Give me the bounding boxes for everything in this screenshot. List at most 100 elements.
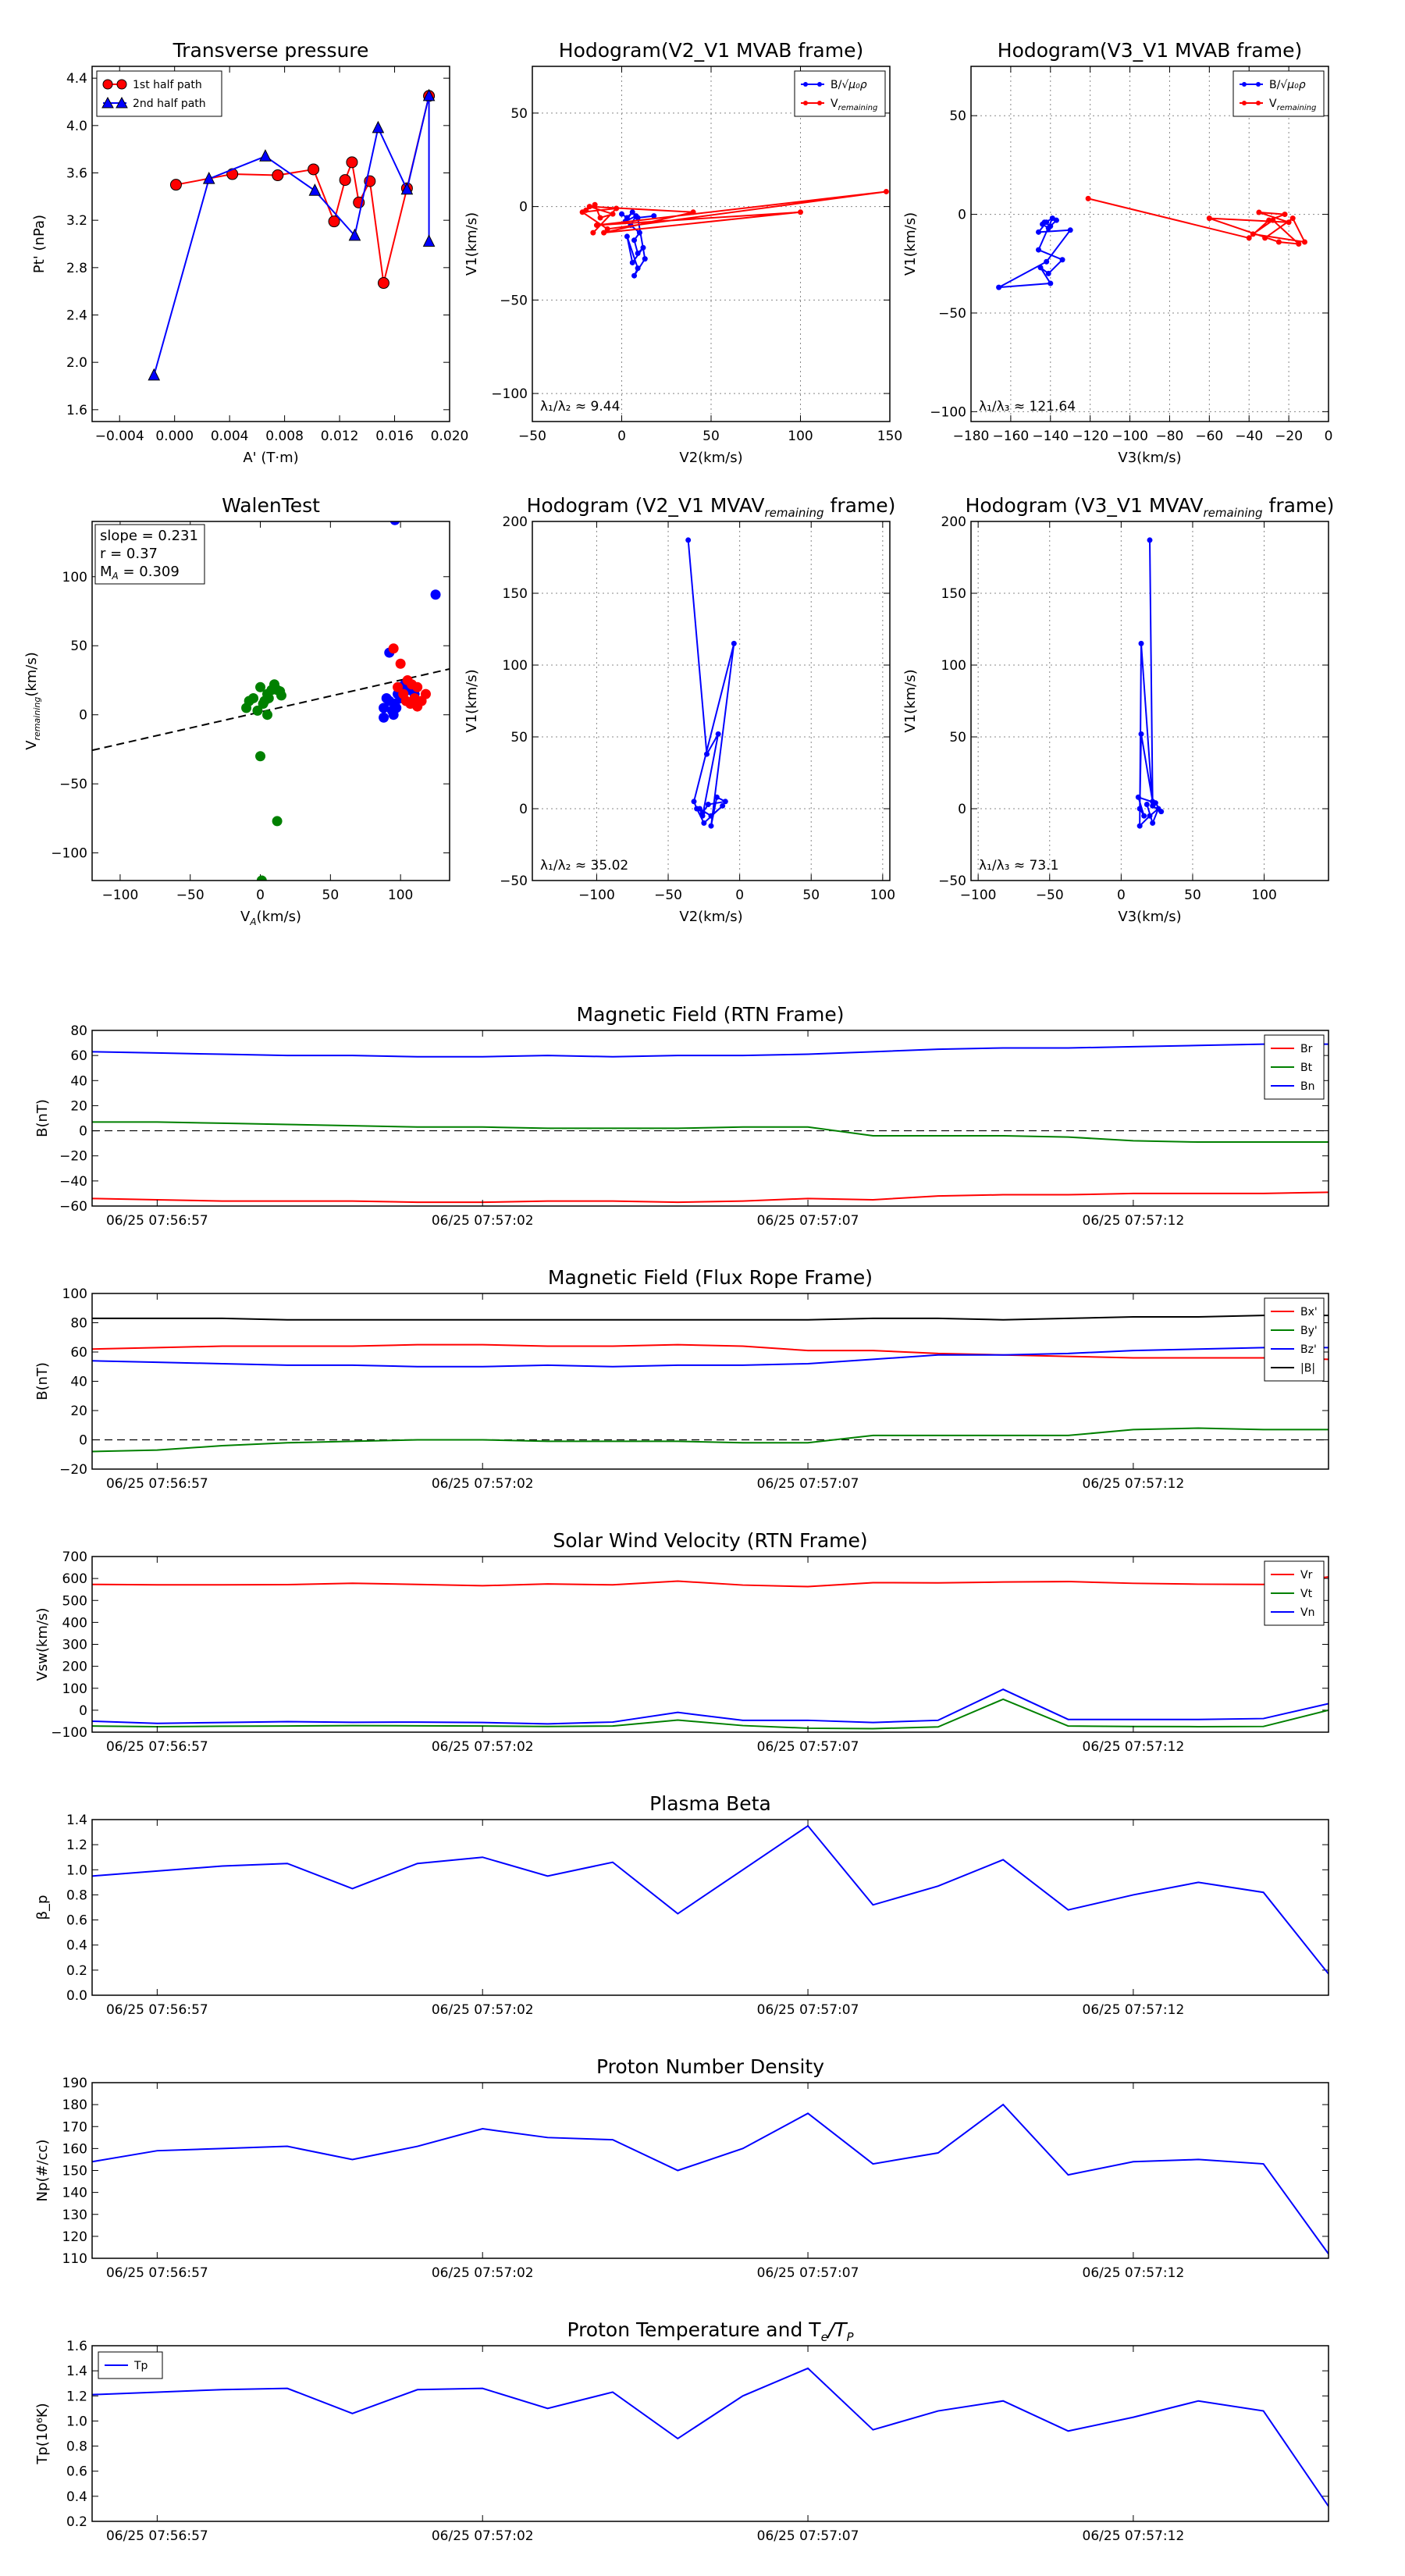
y-tick-label: 0 bbox=[79, 1703, 87, 1719]
y-tick-label: 2.0 bbox=[66, 355, 87, 371]
y-axis-label: Vsw(km/s) bbox=[34, 1608, 51, 1681]
data-point bbox=[1155, 806, 1161, 812]
data-point bbox=[202, 171, 215, 184]
data-point bbox=[699, 810, 706, 817]
data-point bbox=[400, 182, 414, 195]
chart-title: Plasma Beta bbox=[649, 1792, 771, 1815]
data-point bbox=[631, 237, 638, 244]
data-point bbox=[377, 277, 389, 290]
x-tick-label: 0.008 bbox=[265, 429, 304, 444]
x-tick-label: 06/25 07:57:02 bbox=[432, 2002, 534, 2018]
x-tick-label: 06/25 07:56:57 bbox=[106, 2002, 208, 2018]
y-tick-label: 80 bbox=[70, 1316, 87, 1332]
y-tick-label: 140 bbox=[62, 2186, 87, 2201]
y-axis-label: Tp(10⁶K) bbox=[34, 2403, 51, 2464]
data-point bbox=[722, 799, 728, 805]
y-tick-label: −100 bbox=[491, 386, 528, 402]
y-tick-label: 700 bbox=[62, 1550, 87, 1565]
y-tick-label: −50 bbox=[59, 777, 87, 792]
legend-label: Br bbox=[1300, 1043, 1313, 1055]
chart-walen: WalenTest −100 −50 0 50 100 −100 −50 0 50 100 VA(km… bbox=[23, 494, 450, 927]
y-tick-label: 3.6 bbox=[66, 166, 87, 182]
data-point bbox=[1266, 217, 1272, 223]
x-tick-label: 06/25 07:57:07 bbox=[757, 1213, 859, 1229]
series-line-2nd-half-path bbox=[153, 95, 430, 376]
data-point bbox=[1206, 215, 1212, 222]
y-tick-label: 100 bbox=[941, 658, 966, 674]
y-tick-label: 0 bbox=[958, 208, 966, 223]
chart-vsw: Solar Wind Velocity (RTN Frame) −100 0 100 2… bbox=[34, 1529, 1329, 1755]
y-axis-label: Pt' (nPa) bbox=[31, 215, 48, 273]
data-point bbox=[1036, 247, 1042, 253]
chart-beta: Plasma Beta 0.0 0.2 0.4 0.6 0.8 1.0 1.2 1.4 β_p 06… bbox=[34, 1792, 1329, 2018]
x-tick-label: 50 bbox=[1184, 888, 1201, 903]
x-tick-label: 06/25 07:57:12 bbox=[1083, 1739, 1185, 1755]
y-axis-label: V1(km/s) bbox=[464, 669, 480, 732]
data-point bbox=[1045, 225, 1051, 231]
data-point bbox=[262, 710, 273, 720]
data-point bbox=[701, 820, 707, 826]
x-tick-label: 06/25 07:57:07 bbox=[757, 2528, 859, 2544]
data-point bbox=[610, 211, 616, 217]
eigen-ratio-annotation: λ₁/λ₂ ≈ 9.44 bbox=[540, 399, 620, 415]
y-tick-label: 0.2 bbox=[66, 2514, 87, 2530]
plot-area bbox=[92, 521, 450, 881]
x-tick-label: 06/25 07:57:02 bbox=[432, 2528, 534, 2544]
plot-frame bbox=[532, 66, 891, 422]
legend-label: B/√μ₀ρ bbox=[831, 79, 867, 91]
x-tick-label: 06/25 07:57:12 bbox=[1083, 2265, 1185, 2281]
legend-label: By' bbox=[1300, 1325, 1318, 1337]
data-point bbox=[255, 751, 266, 762]
y-tick-label: 1.4 bbox=[66, 2364, 87, 2379]
data-point bbox=[169, 179, 182, 191]
x-tick-label: 0 bbox=[1325, 429, 1333, 444]
legend-label: Vt bbox=[1300, 1588, 1313, 1600]
data-point bbox=[651, 213, 657, 219]
x-tick-label: −120 bbox=[1072, 429, 1108, 444]
y-tick-label: 50 bbox=[510, 106, 528, 122]
y-tick-label: −50 bbox=[938, 873, 966, 889]
chart-title: Hodogram(V2_V1 MVAB frame) bbox=[559, 39, 863, 62]
data-point bbox=[328, 215, 340, 228]
data-point bbox=[379, 703, 389, 713]
data-point bbox=[694, 806, 700, 812]
x-tick-label: 06/25 07:57:07 bbox=[757, 2265, 859, 2281]
chart-hodo1: Hodogram(V2_V1 MVAB frame) −100 −50 0 50 −50 0… bbox=[464, 39, 902, 466]
series-line-By' bbox=[92, 1427, 1329, 1453]
plot-area bbox=[92, 2103, 1329, 2254]
series-line-Bx' bbox=[92, 1343, 1329, 1361]
x-tick-label: −140 bbox=[1032, 429, 1069, 444]
x-tick-label: 0 bbox=[256, 888, 265, 903]
legend-marker bbox=[803, 82, 808, 87]
y-tick-label: 200 bbox=[62, 1660, 87, 1675]
y-tick-label: 40 bbox=[70, 1073, 87, 1089]
y-tick-label: 1.0 bbox=[66, 1863, 87, 1878]
data-point bbox=[1246, 235, 1252, 241]
y-axis-label: B(nT) bbox=[34, 1362, 51, 1400]
legend-marker bbox=[803, 101, 808, 105]
data-point bbox=[430, 589, 441, 600]
data-point bbox=[422, 234, 436, 247]
data-point bbox=[601, 229, 607, 236]
x-axis-label: VA(km/s) bbox=[240, 909, 301, 927]
data-point bbox=[705, 801, 711, 807]
y-tick-label: 0 bbox=[79, 1433, 87, 1449]
y-axis-label: V1(km/s) bbox=[902, 669, 919, 732]
data-point bbox=[1136, 823, 1143, 829]
data-point bbox=[631, 272, 638, 279]
data-point bbox=[715, 731, 721, 737]
y-tick-label: 100 bbox=[62, 570, 87, 585]
x-tick-label: −180 bbox=[953, 429, 990, 444]
x-tick-label: −50 bbox=[176, 888, 205, 903]
chart-title: Hodogram (V3_V1 MVAVremaining frame) bbox=[966, 494, 1335, 520]
data-point bbox=[405, 699, 416, 710]
data-point bbox=[619, 211, 624, 217]
chart-hodo3: Hodogram (V2_V1 MVAVremaining frame) −50 0… bbox=[464, 494, 895, 925]
legend-label: |B| bbox=[1300, 1362, 1315, 1375]
y-tick-label: 100 bbox=[62, 1681, 87, 1697]
chart-title: Magnetic Field (Flux Rope Frame) bbox=[548, 1266, 873, 1289]
plot-area bbox=[579, 188, 889, 279]
y-tick-label: 50 bbox=[949, 109, 966, 124]
eigen-ratio-annotation: λ₁/λ₂ ≈ 35.02 bbox=[540, 858, 628, 873]
x-tick-label: 0 bbox=[735, 888, 744, 903]
